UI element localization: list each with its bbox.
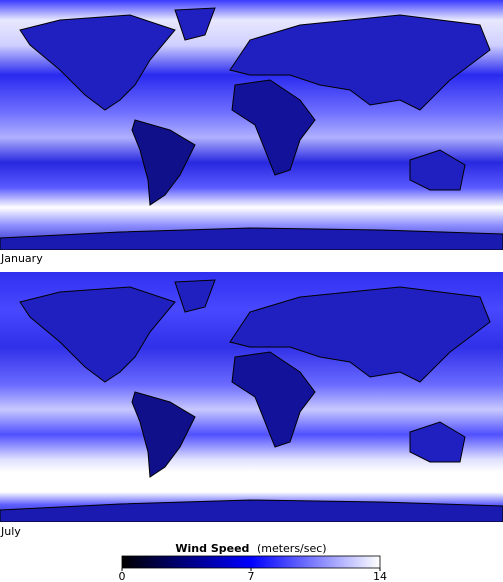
tick-label: 14 [373,570,387,582]
legend-title-text: Wind Speed [175,542,249,555]
panel-label: July [0,525,21,538]
tick-label: 7 [248,570,255,582]
map-january [0,0,503,250]
tick-label: 0 [119,570,126,582]
legend-title: Wind Speed (meters/sec) [175,542,326,555]
map-july [0,272,503,522]
legend-units: (meters/sec) [257,542,327,555]
color-bar [121,555,381,569]
panel-label: January [0,252,43,265]
